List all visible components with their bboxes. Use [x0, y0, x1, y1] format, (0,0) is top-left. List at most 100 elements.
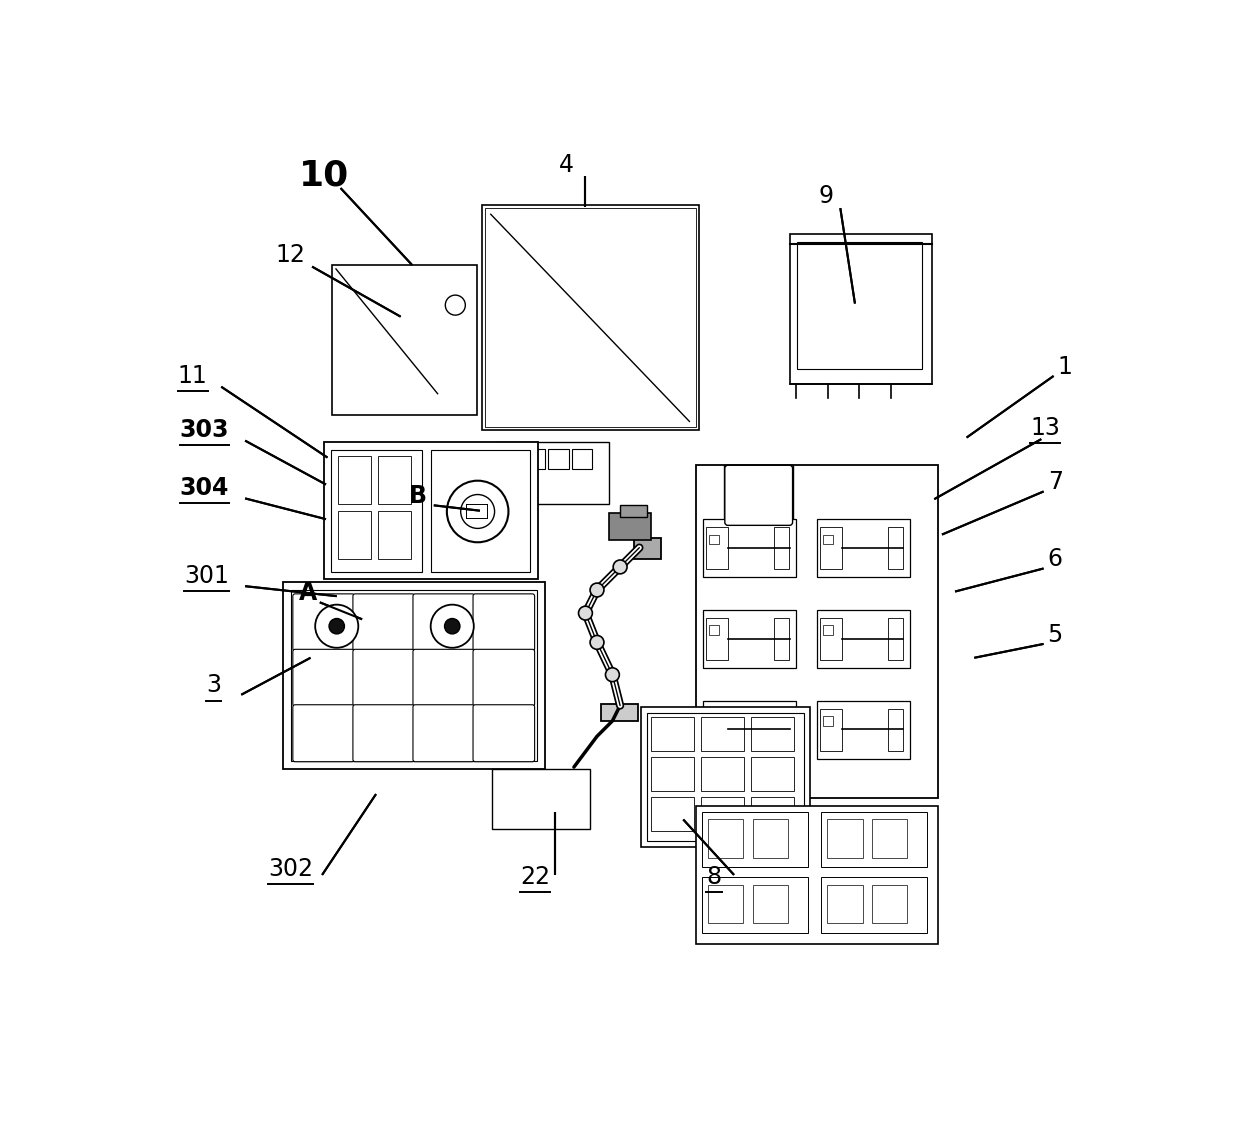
Circle shape	[590, 584, 604, 597]
Bar	[753, 884, 787, 923]
Text: 1: 1	[1058, 355, 1073, 379]
Bar	[821, 527, 842, 569]
FancyBboxPatch shape	[472, 705, 534, 762]
Bar	[696, 465, 939, 797]
Circle shape	[445, 619, 460, 633]
FancyBboxPatch shape	[472, 649, 534, 706]
FancyBboxPatch shape	[353, 594, 414, 650]
Bar	[823, 716, 832, 726]
Bar	[337, 456, 372, 503]
Bar	[572, 449, 591, 469]
FancyBboxPatch shape	[353, 649, 414, 706]
Circle shape	[445, 295, 465, 316]
Text: 13: 13	[1030, 416, 1060, 440]
Text: 3: 3	[206, 673, 221, 698]
FancyBboxPatch shape	[353, 705, 414, 762]
FancyBboxPatch shape	[293, 705, 355, 762]
Bar	[651, 717, 694, 751]
Text: 303: 303	[180, 417, 229, 442]
Bar	[495, 442, 609, 503]
Bar	[701, 757, 744, 791]
Bar	[872, 884, 908, 923]
Bar	[609, 513, 651, 539]
Circle shape	[590, 636, 604, 649]
Bar	[331, 450, 422, 571]
Bar	[707, 527, 728, 569]
Text: 302: 302	[268, 857, 312, 881]
Text: 9: 9	[818, 183, 835, 208]
Bar	[888, 618, 904, 661]
Bar	[709, 535, 719, 544]
Bar	[703, 701, 796, 759]
Bar	[735, 472, 781, 513]
Bar	[724, 465, 794, 520]
FancyBboxPatch shape	[413, 705, 475, 762]
Bar	[620, 506, 647, 517]
Bar	[696, 805, 939, 944]
Circle shape	[430, 605, 474, 648]
Text: 4: 4	[559, 153, 574, 176]
Bar	[751, 797, 794, 831]
Bar	[817, 519, 910, 577]
Text: 304: 304	[180, 476, 229, 500]
FancyBboxPatch shape	[413, 594, 475, 650]
Circle shape	[605, 667, 619, 682]
Bar	[823, 535, 832, 544]
Bar	[823, 625, 832, 634]
FancyBboxPatch shape	[293, 594, 355, 650]
Bar	[827, 820, 863, 858]
Bar	[641, 707, 810, 847]
Bar	[502, 449, 522, 469]
Bar	[481, 205, 698, 430]
Bar	[703, 610, 796, 667]
Bar	[290, 590, 537, 761]
Text: 12: 12	[275, 243, 305, 267]
Circle shape	[461, 494, 495, 528]
Bar	[821, 812, 928, 867]
Bar	[888, 709, 904, 751]
FancyBboxPatch shape	[413, 649, 475, 706]
Bar	[821, 618, 842, 661]
FancyBboxPatch shape	[472, 594, 534, 650]
Bar	[827, 884, 863, 923]
Bar	[774, 709, 790, 751]
Circle shape	[315, 605, 358, 648]
Bar	[651, 797, 694, 831]
Bar	[797, 242, 921, 369]
FancyBboxPatch shape	[293, 649, 355, 706]
Bar	[701, 797, 744, 831]
Bar	[337, 511, 372, 559]
Bar	[817, 610, 910, 667]
Circle shape	[329, 619, 345, 633]
Bar	[872, 820, 908, 858]
Text: B: B	[409, 484, 427, 508]
Text: 22: 22	[521, 865, 551, 889]
Bar	[601, 703, 637, 720]
Bar	[432, 450, 529, 571]
Bar	[774, 618, 790, 661]
Bar	[548, 449, 568, 469]
Bar	[526, 449, 546, 469]
Bar	[491, 769, 590, 829]
Text: 10: 10	[299, 158, 348, 192]
Bar	[708, 884, 743, 923]
Bar	[888, 527, 904, 569]
Text: 11: 11	[177, 364, 207, 388]
Text: 8: 8	[707, 865, 722, 889]
Bar	[377, 456, 412, 503]
Text: 7: 7	[1048, 470, 1063, 494]
Bar	[283, 582, 544, 769]
Bar	[703, 519, 796, 577]
Bar	[821, 878, 928, 933]
Bar	[707, 709, 728, 751]
Bar	[332, 265, 477, 415]
Bar	[774, 527, 790, 569]
Bar	[702, 812, 808, 867]
Text: 6: 6	[1048, 547, 1063, 571]
Circle shape	[579, 606, 593, 620]
Text: A: A	[299, 581, 317, 605]
Bar	[651, 757, 694, 791]
Bar	[821, 709, 842, 751]
Bar	[753, 820, 787, 858]
Bar	[751, 717, 794, 751]
